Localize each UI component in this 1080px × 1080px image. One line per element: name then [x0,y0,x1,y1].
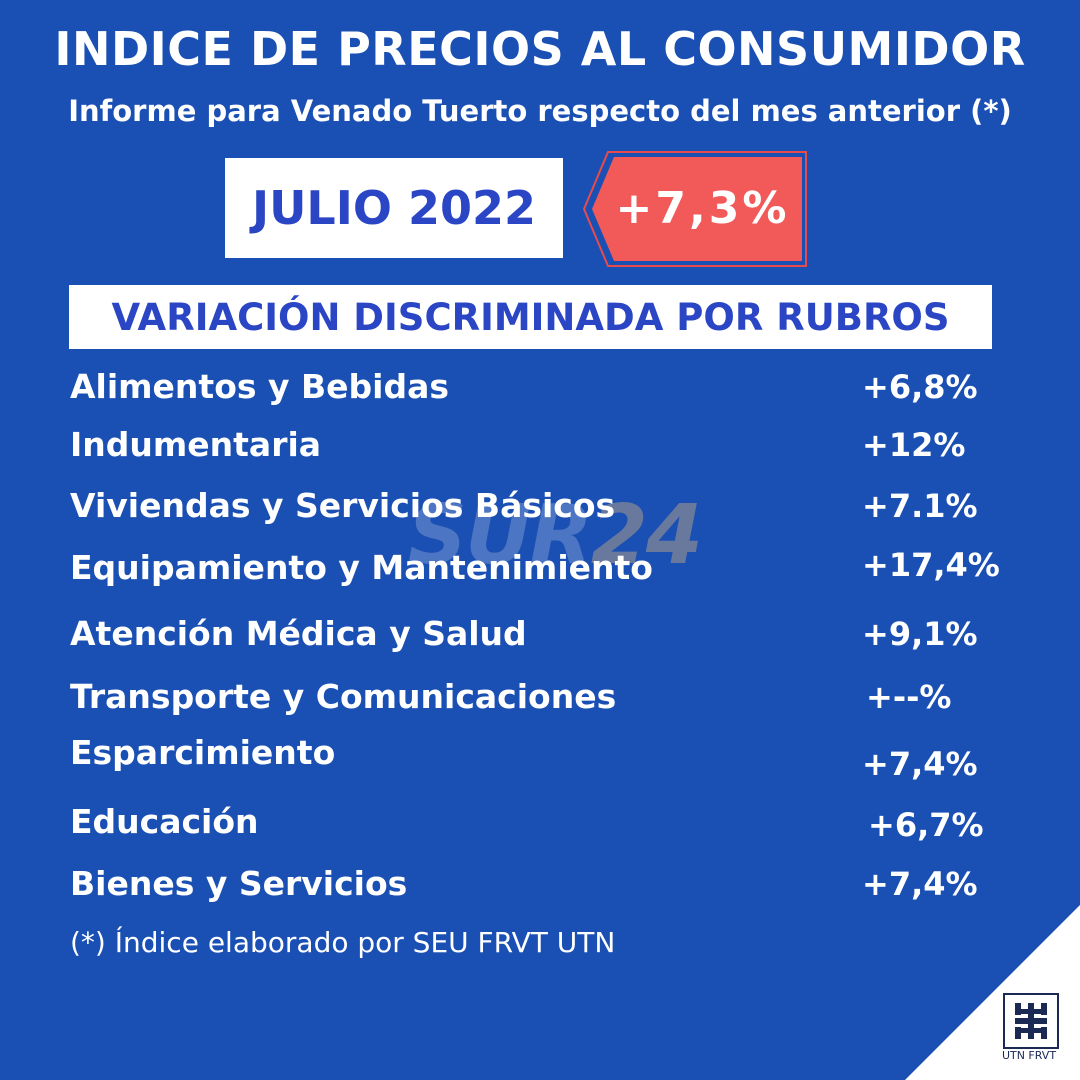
sur24-watermark: SUR24 [408,488,703,583]
rate-badge [582,151,807,267]
rubro-name: Viviendas y Servicios Básicos [70,486,616,525]
rubro-name: Equipamiento y Mantenimiento [70,548,653,587]
utn-logo-icon [1003,993,1059,1049]
rubro-value: +17,4% [862,546,1000,584]
footnote: (*) Índice elaborado por SEU FRVT UTN [70,926,616,959]
rubro-value: +9,1% [862,615,978,653]
rubro-name: Bienes y Servicios [70,864,408,903]
total-rate-value: +7,3% [615,182,790,234]
page-title: INDICE DE PRECIOS AL CONSUMIDOR [54,22,1026,76]
rubro-name: Educación [70,802,259,841]
watermark-text: SUR [408,488,593,583]
rubro-value: +6,7% [868,806,984,844]
logo-caption: UTN FRVT [1001,1049,1057,1062]
watermark-number: 24 [590,488,703,583]
rubro-value: +6,8% [862,368,978,406]
rubro-value: +12% [862,426,966,464]
rubro-value: +7.1% [862,487,978,525]
rubro-name: Alimentos y Bebidas [70,367,450,406]
rubro-value: +7,4% [862,865,978,903]
rubro-name: Indumentaria [70,425,322,464]
page-subtitle: Informe para Venado Tuerto respecto del … [68,94,1012,128]
rubro-value: +7,4% [862,745,978,783]
rubro-value: +--% [866,678,952,716]
rubro-name: Transporte y Comunicaciones [70,677,617,716]
rubro-name: Atención Médica y Salud [70,614,527,653]
rubro-name: Esparcimiento [70,733,336,772]
month-label: JULIO 2022 [225,158,563,258]
section-title: VARIACIÓN DISCRIMINADA POR RUBROS [69,285,992,349]
